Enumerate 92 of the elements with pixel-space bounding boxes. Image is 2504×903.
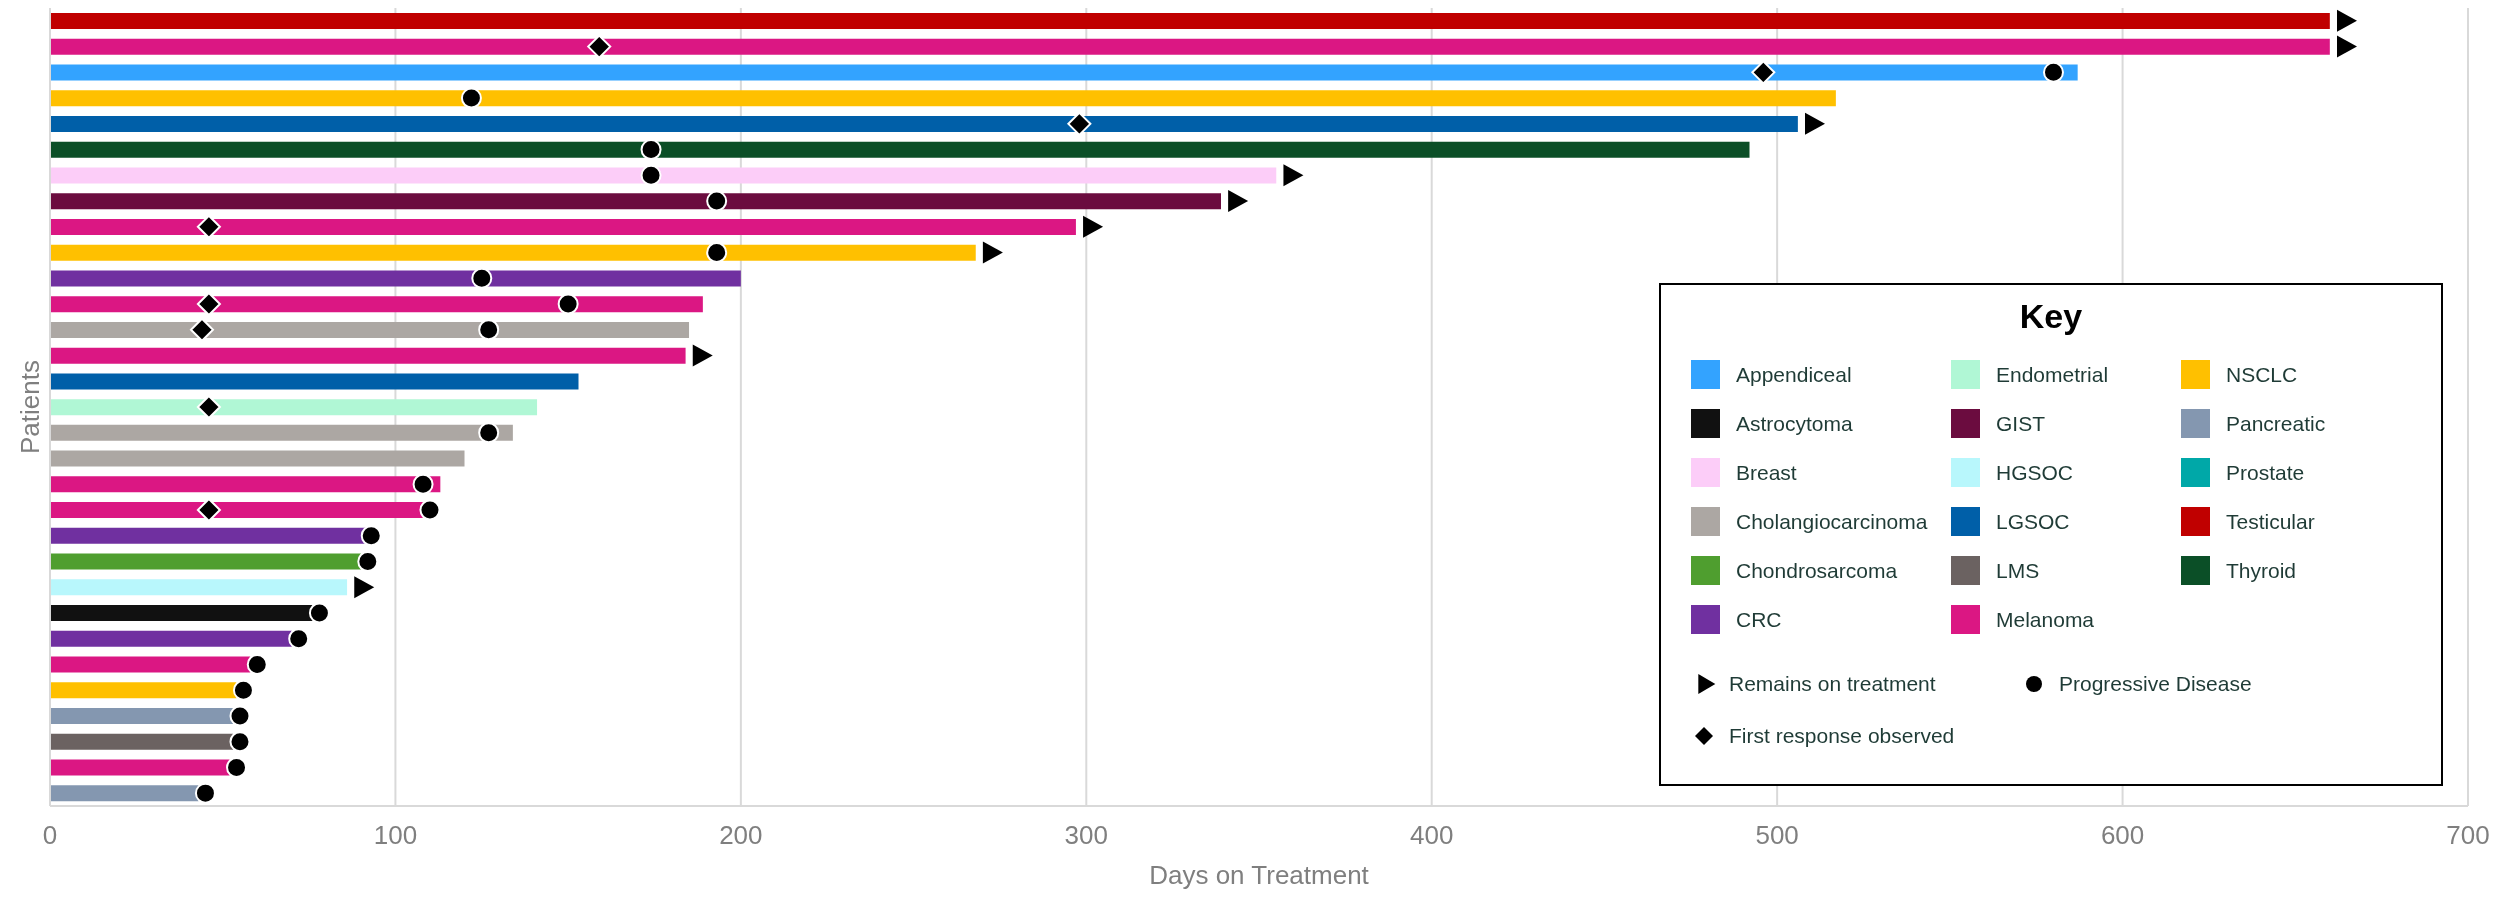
point [229,731,251,753]
bar [50,90,1836,107]
point [419,499,441,521]
point [1751,60,1776,85]
point [189,317,214,342]
legend-label: Appendiceal [1736,362,1852,387]
bar [50,115,1798,132]
legend-label: NSCLC [2226,362,2298,387]
point [196,497,221,522]
bar [50,296,703,313]
legend-title: Key [2018,297,2084,336]
x-tick-label: 500 [1755,820,1799,851]
point [194,782,216,804]
legend-label: First response observed [1729,724,1955,748]
point [640,139,662,161]
x-tick-label: 100 [373,820,418,851]
bar [50,347,686,364]
bar [50,244,976,261]
bar [50,218,1076,235]
bar [50,733,234,750]
bar [50,450,465,467]
bar [50,759,230,776]
x-tick-label: 200 [719,820,763,851]
legend-label: Chondrosarcoma [1736,558,1898,583]
bar [50,424,513,441]
point [308,602,330,624]
legend-label: HGSOC [1996,460,2074,485]
bar [50,708,234,725]
point [460,87,482,109]
point [246,653,268,675]
point [1805,112,1826,135]
point [357,550,379,572]
bar [50,579,348,596]
x-tick-label: 0 [42,820,58,851]
legend-label: CRC [1736,607,1782,632]
bar [50,38,2330,55]
bar [50,141,1750,158]
legend-label: Breast [1736,460,1797,485]
bar [50,682,237,699]
bar [50,605,313,622]
bar [50,167,1277,184]
bar [50,656,251,673]
point [232,679,254,701]
legend-label: Prostate [2226,460,2305,485]
bar [50,373,579,390]
bar [50,193,1221,210]
legend-label: Pancreatic [2226,411,2326,436]
legend-label: Cholangiocarcinoma [1736,509,1928,534]
legend-label: LMS [1996,558,2040,583]
point [706,190,728,212]
bar [50,321,690,338]
legend-label: Progressive Disease [2059,672,2252,696]
point [226,756,248,778]
legend-label: Thyroid [2226,558,2297,583]
bar [50,630,292,647]
y-axis-title: Patients [15,360,46,454]
point [412,473,434,495]
point [640,164,662,186]
x-tick-label: 700 [2446,820,2490,851]
x-tick-label: 600 [2100,820,2145,851]
bar [50,270,741,287]
point [587,34,612,59]
point [557,293,579,315]
x-axis-title: Days on Treatment [1149,860,1370,890]
bar [50,64,2078,81]
legend-label: Endometrial [1996,362,2109,387]
legend-label: LGSOC [1996,509,2070,534]
bar [50,13,2330,29]
legend-label: GIST [1996,411,2046,436]
legend-label: Remains on treatment [1729,672,1936,696]
legend-label: Astrocytoma [1736,411,1853,436]
point [478,422,500,444]
point [288,628,310,650]
point [196,292,221,317]
point [471,267,493,289]
legend-label: Testicular [2226,509,2315,534]
x-tick-label: 300 [1064,820,1108,851]
bar [50,553,361,570]
point [196,395,221,419]
point [360,525,382,547]
point [478,319,500,341]
point [706,242,728,264]
point [2336,35,2357,58]
point [196,214,221,239]
point [1067,111,1092,136]
point [2336,9,2357,32]
bar [50,476,441,493]
x-tick-label: 400 [1410,820,1454,851]
bar [50,785,199,802]
legend-label: Melanoma [1996,607,2095,632]
bar [50,399,538,416]
point [229,705,251,727]
